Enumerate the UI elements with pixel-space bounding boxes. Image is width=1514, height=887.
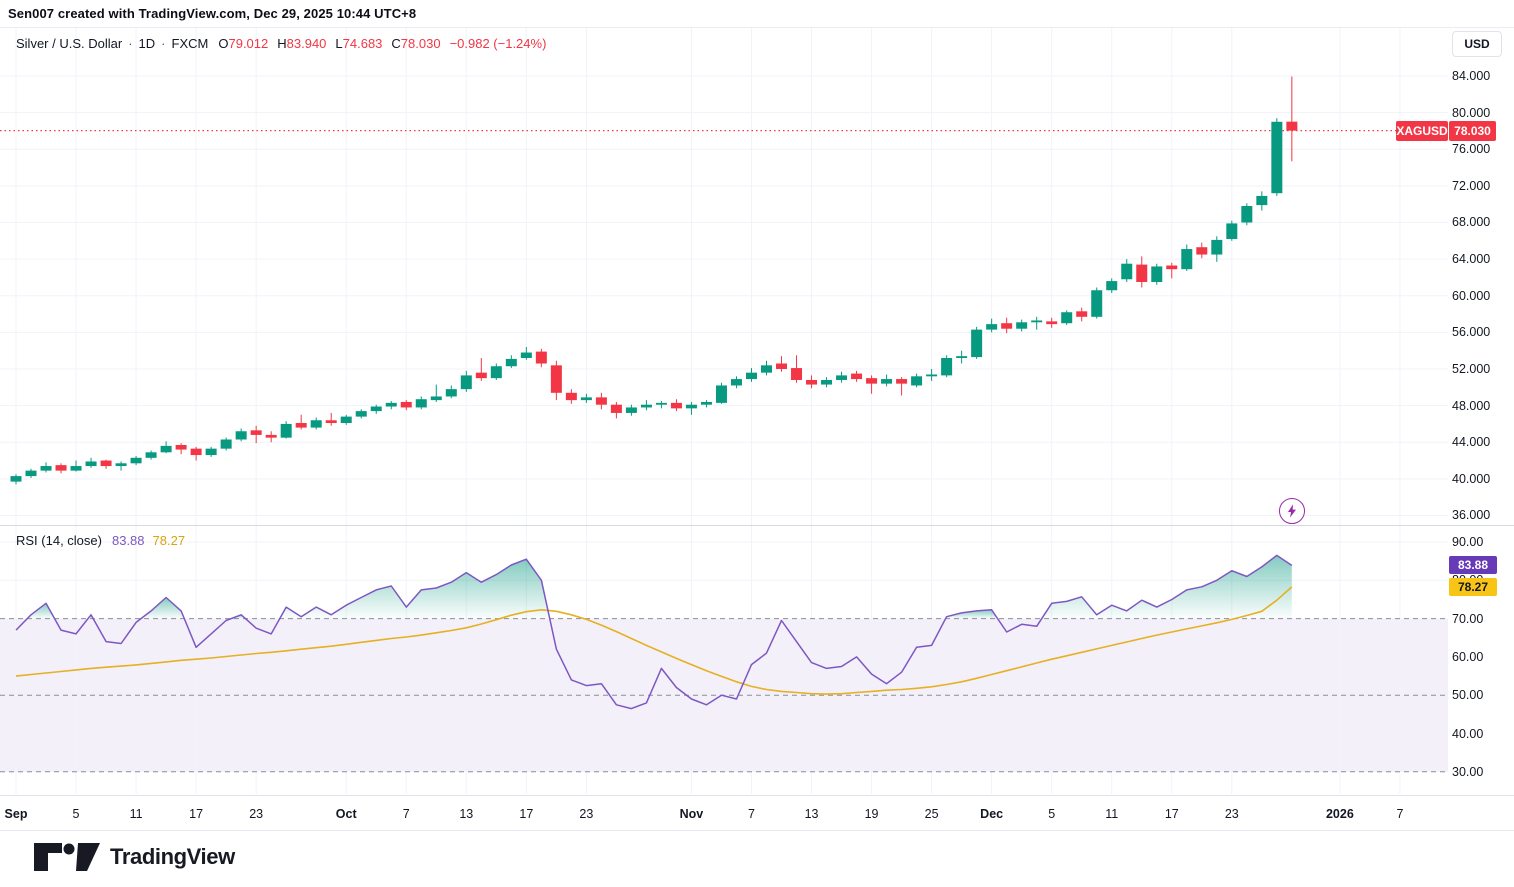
time-label: 23 (1224, 807, 1239, 821)
lightning-button[interactable] (1279, 498, 1305, 524)
main-price-pane[interactable] (0, 28, 1448, 525)
time-label: 25 (924, 807, 939, 821)
price-axis-label: 44.000 (1452, 435, 1491, 450)
tradingview-logo[interactable]: TradingView (34, 843, 235, 871)
time-label: 7 (748, 807, 755, 821)
time-label: 23 (579, 807, 594, 821)
last-price-badge-symbol: XAGUSD (1396, 120, 1448, 141)
time-label: 19 (864, 807, 879, 821)
rsi-axis-label: 70.00 (1452, 611, 1484, 626)
pane-separator[interactable] (0, 525, 1514, 526)
rsi-axis-label: 40.00 (1452, 726, 1484, 741)
rsi-ma-badge: 78.27 (1449, 577, 1497, 596)
interval-label: 1D (138, 35, 156, 51)
time-label: 23 (249, 807, 264, 821)
open-value: 79.012 (228, 35, 269, 51)
high-value: 83.940 (286, 35, 327, 51)
attribution-text: Sen007 created with TradingView.com, Dec… (8, 6, 417, 21)
time-label: 5 (1048, 807, 1056, 821)
time-label: 13 (804, 807, 819, 821)
rsi-axis-label: 30.00 (1452, 764, 1484, 779)
rsi-title: RSI (14, close) (16, 532, 102, 548)
price-axis-label: 36.000 (1452, 508, 1491, 523)
time-label: Sep (4, 807, 28, 821)
time-label: 17 (519, 807, 534, 821)
rsi-pane[interactable] (0, 526, 1448, 794)
rsi-axis-label: 90.00 (1452, 535, 1484, 549)
price-axis-label: 72.000 (1452, 178, 1491, 193)
price-axis-label: 76.000 (1452, 142, 1491, 157)
close-value: 78.030 (400, 35, 441, 51)
rsi-value: 83.88 (111, 532, 145, 548)
price-axis-label: 40.000 (1452, 471, 1491, 486)
high-label: H (277, 35, 287, 51)
rsi-axis-label: 60.00 (1452, 649, 1484, 664)
time-axis[interactable]: Sep 5 11 17 23 Oct 7 13 17 23 Nov 7 13 19 25 Dec 5 11 17 23… (0, 795, 1514, 831)
rsi-legend[interactable]: RSI (14, close) 83.88 78.27 (16, 532, 185, 548)
currency-button[interactable]: USD (1452, 31, 1502, 57)
time-label: 5 (72, 807, 80, 821)
price-axis-label: 68.000 (1452, 215, 1491, 230)
low-value: 74.683 (342, 35, 383, 51)
logo-mark-icon (34, 843, 100, 871)
exchange-label: FXCM (171, 35, 209, 51)
symbol-legend[interactable]: Silver / U.S. Dollar · 1D · FXCM O79.012… (16, 34, 546, 52)
price-axis-label: 80.000 (1452, 105, 1491, 120)
price-axis-label: 84.000 (1452, 69, 1491, 83)
time-label: 11 (1105, 807, 1119, 821)
price-axis-label: 52.000 (1452, 361, 1491, 376)
time-label: Dec (980, 807, 1004, 821)
price-axis-label: 56.000 (1452, 325, 1491, 340)
rsi-value-badge: 83.88 (1449, 556, 1497, 575)
close-label: C (391, 35, 401, 51)
time-label: 2026 (1325, 807, 1354, 821)
legend-separator: · (128, 35, 133, 51)
symbol-title: Silver / U.S. Dollar (16, 35, 123, 51)
time-label: 7 (1396, 807, 1404, 821)
price-axis-label: 48.000 (1452, 398, 1491, 413)
low-label: L (335, 35, 343, 51)
rsi-axis-label: 50.00 (1452, 688, 1484, 703)
change-value: −0.982 (−1.24%) (449, 35, 547, 51)
time-label: 11 (129, 807, 143, 821)
currency-button-label: USD (1464, 37, 1490, 51)
time-label: 17 (1164, 807, 1179, 821)
time-label: 7 (402, 807, 410, 821)
last-price-badge: 78.030 (1449, 120, 1496, 141)
time-label: 17 (189, 807, 204, 821)
price-axis-label: 60.000 (1452, 288, 1491, 303)
legend-separator: · (161, 35, 166, 51)
time-label: Nov (679, 807, 704, 821)
open-label: O (218, 35, 229, 51)
ohlc-values: O79.012 H83.940 L74.683 C78.030 (218, 36, 440, 51)
price-axis-label: 64.000 (1452, 252, 1491, 267)
logo-text: TradingView (110, 844, 235, 869)
rsi-ma-value: 78.27 (152, 532, 186, 548)
time-label: Oct (335, 807, 357, 821)
time-label: 13 (459, 807, 474, 821)
attribution-bar: Sen007 created with TradingView.com, Dec… (0, 0, 1514, 28)
flash-icon (1288, 504, 1296, 518)
